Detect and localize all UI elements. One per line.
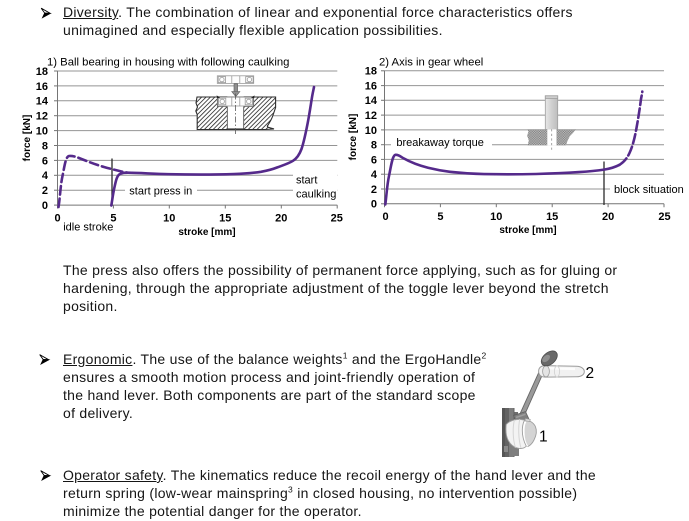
svg-text:25: 25 [658, 211, 670, 223]
svg-text:2: 2 [371, 184, 377, 196]
svg-text:1) Ball bearing in housing wit: 1) Ball bearing in housing with followin… [47, 57, 289, 69]
svg-text:20: 20 [275, 212, 287, 224]
svg-text:20: 20 [602, 211, 614, 223]
svg-text:10: 10 [365, 125, 377, 137]
svg-text:2: 2 [42, 185, 48, 197]
svg-text:force [kN]: force [kN] [348, 114, 359, 161]
svg-text:2) Axis in gear wheel: 2) Axis in gear wheel [379, 57, 483, 69]
svg-text:18: 18 [365, 66, 377, 78]
svg-text:5: 5 [437, 211, 443, 223]
svg-text:caulking: caulking [296, 189, 336, 201]
svg-text:8: 8 [371, 140, 377, 152]
svg-text:12: 12 [365, 110, 377, 122]
svg-text:idle stroke: idle stroke [63, 222, 113, 234]
svg-text:0: 0 [54, 212, 60, 224]
svg-text:8: 8 [42, 140, 48, 152]
svg-text:15: 15 [219, 212, 231, 224]
svg-text:4: 4 [371, 169, 378, 181]
svg-text:14: 14 [365, 95, 378, 107]
svg-text:16: 16 [36, 81, 48, 93]
svg-text:15: 15 [546, 211, 558, 223]
svg-text:breakaway torque: breakaway torque [396, 137, 483, 149]
svg-text:0: 0 [42, 200, 48, 212]
svg-text:1: 1 [539, 429, 548, 446]
svg-text:10: 10 [163, 212, 175, 224]
svg-text:5: 5 [110, 212, 116, 224]
svg-text:0: 0 [371, 199, 377, 211]
svg-text:6: 6 [371, 154, 377, 166]
svg-text:25: 25 [331, 212, 343, 224]
svg-text:start press in: start press in [129, 186, 192, 198]
svg-text:18: 18 [36, 66, 48, 78]
svg-text:14: 14 [36, 96, 49, 108]
svg-text:force [kN]: force [kN] [22, 115, 33, 162]
svg-text:12: 12 [36, 111, 48, 123]
svg-text:10: 10 [490, 211, 502, 223]
svg-text:0: 0 [382, 211, 388, 223]
svg-text:6: 6 [42, 155, 48, 167]
svg-text:16: 16 [365, 81, 377, 93]
svg-text:stroke [mm]: stroke [mm] [499, 225, 556, 236]
svg-text:10: 10 [36, 126, 48, 138]
svg-text:start: start [296, 174, 317, 186]
svg-text:2: 2 [586, 365, 595, 382]
svg-text:stroke [mm]: stroke [mm] [178, 227, 235, 238]
svg-text:4: 4 [42, 170, 49, 182]
svg-text:block situation: block situation [614, 184, 684, 196]
